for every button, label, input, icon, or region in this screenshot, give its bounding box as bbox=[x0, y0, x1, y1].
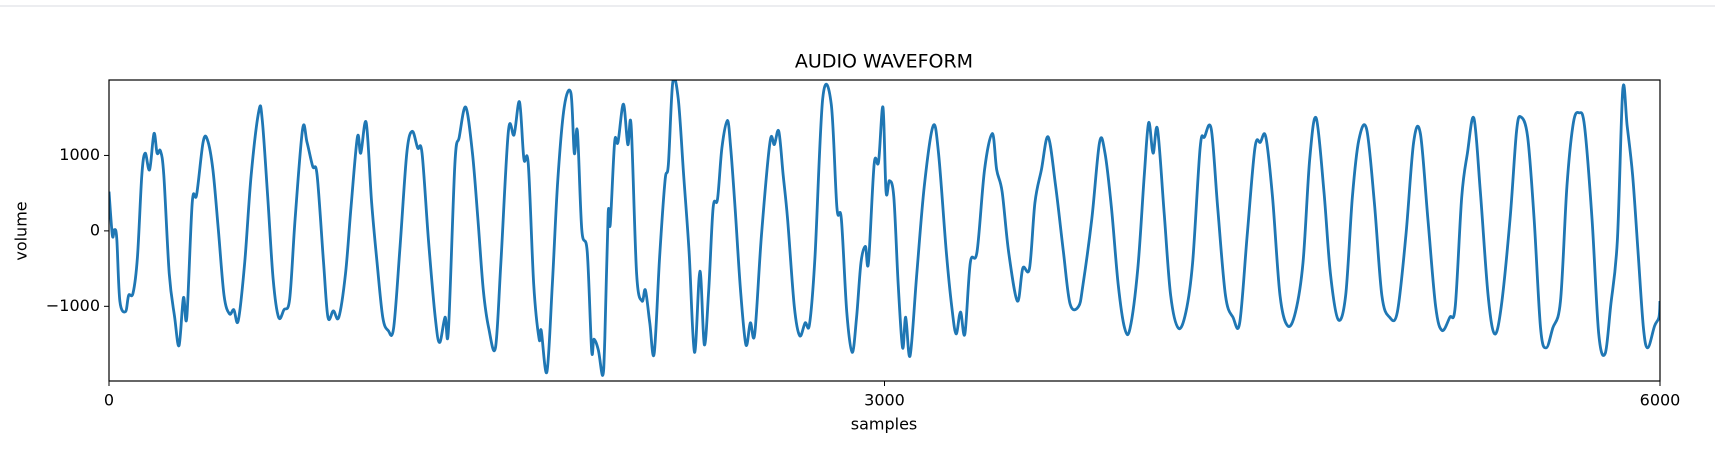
x-tick-label: 6000 bbox=[1640, 391, 1681, 410]
y-tick-label: −1000 bbox=[46, 296, 100, 315]
plot-frame bbox=[108, 79, 1661, 382]
x-tick-label: 3000 bbox=[864, 391, 905, 410]
chart-title: AUDIO WAVEFORM bbox=[795, 51, 973, 73]
y-tick-label: 1000 bbox=[59, 145, 100, 164]
waveform-line bbox=[109, 80, 1660, 377]
x-tick-label: 0 bbox=[104, 391, 114, 410]
x-axis-label: samples bbox=[851, 415, 918, 434]
y-axis-label: volume bbox=[12, 201, 31, 260]
y-tick-label: 0 bbox=[90, 220, 100, 239]
